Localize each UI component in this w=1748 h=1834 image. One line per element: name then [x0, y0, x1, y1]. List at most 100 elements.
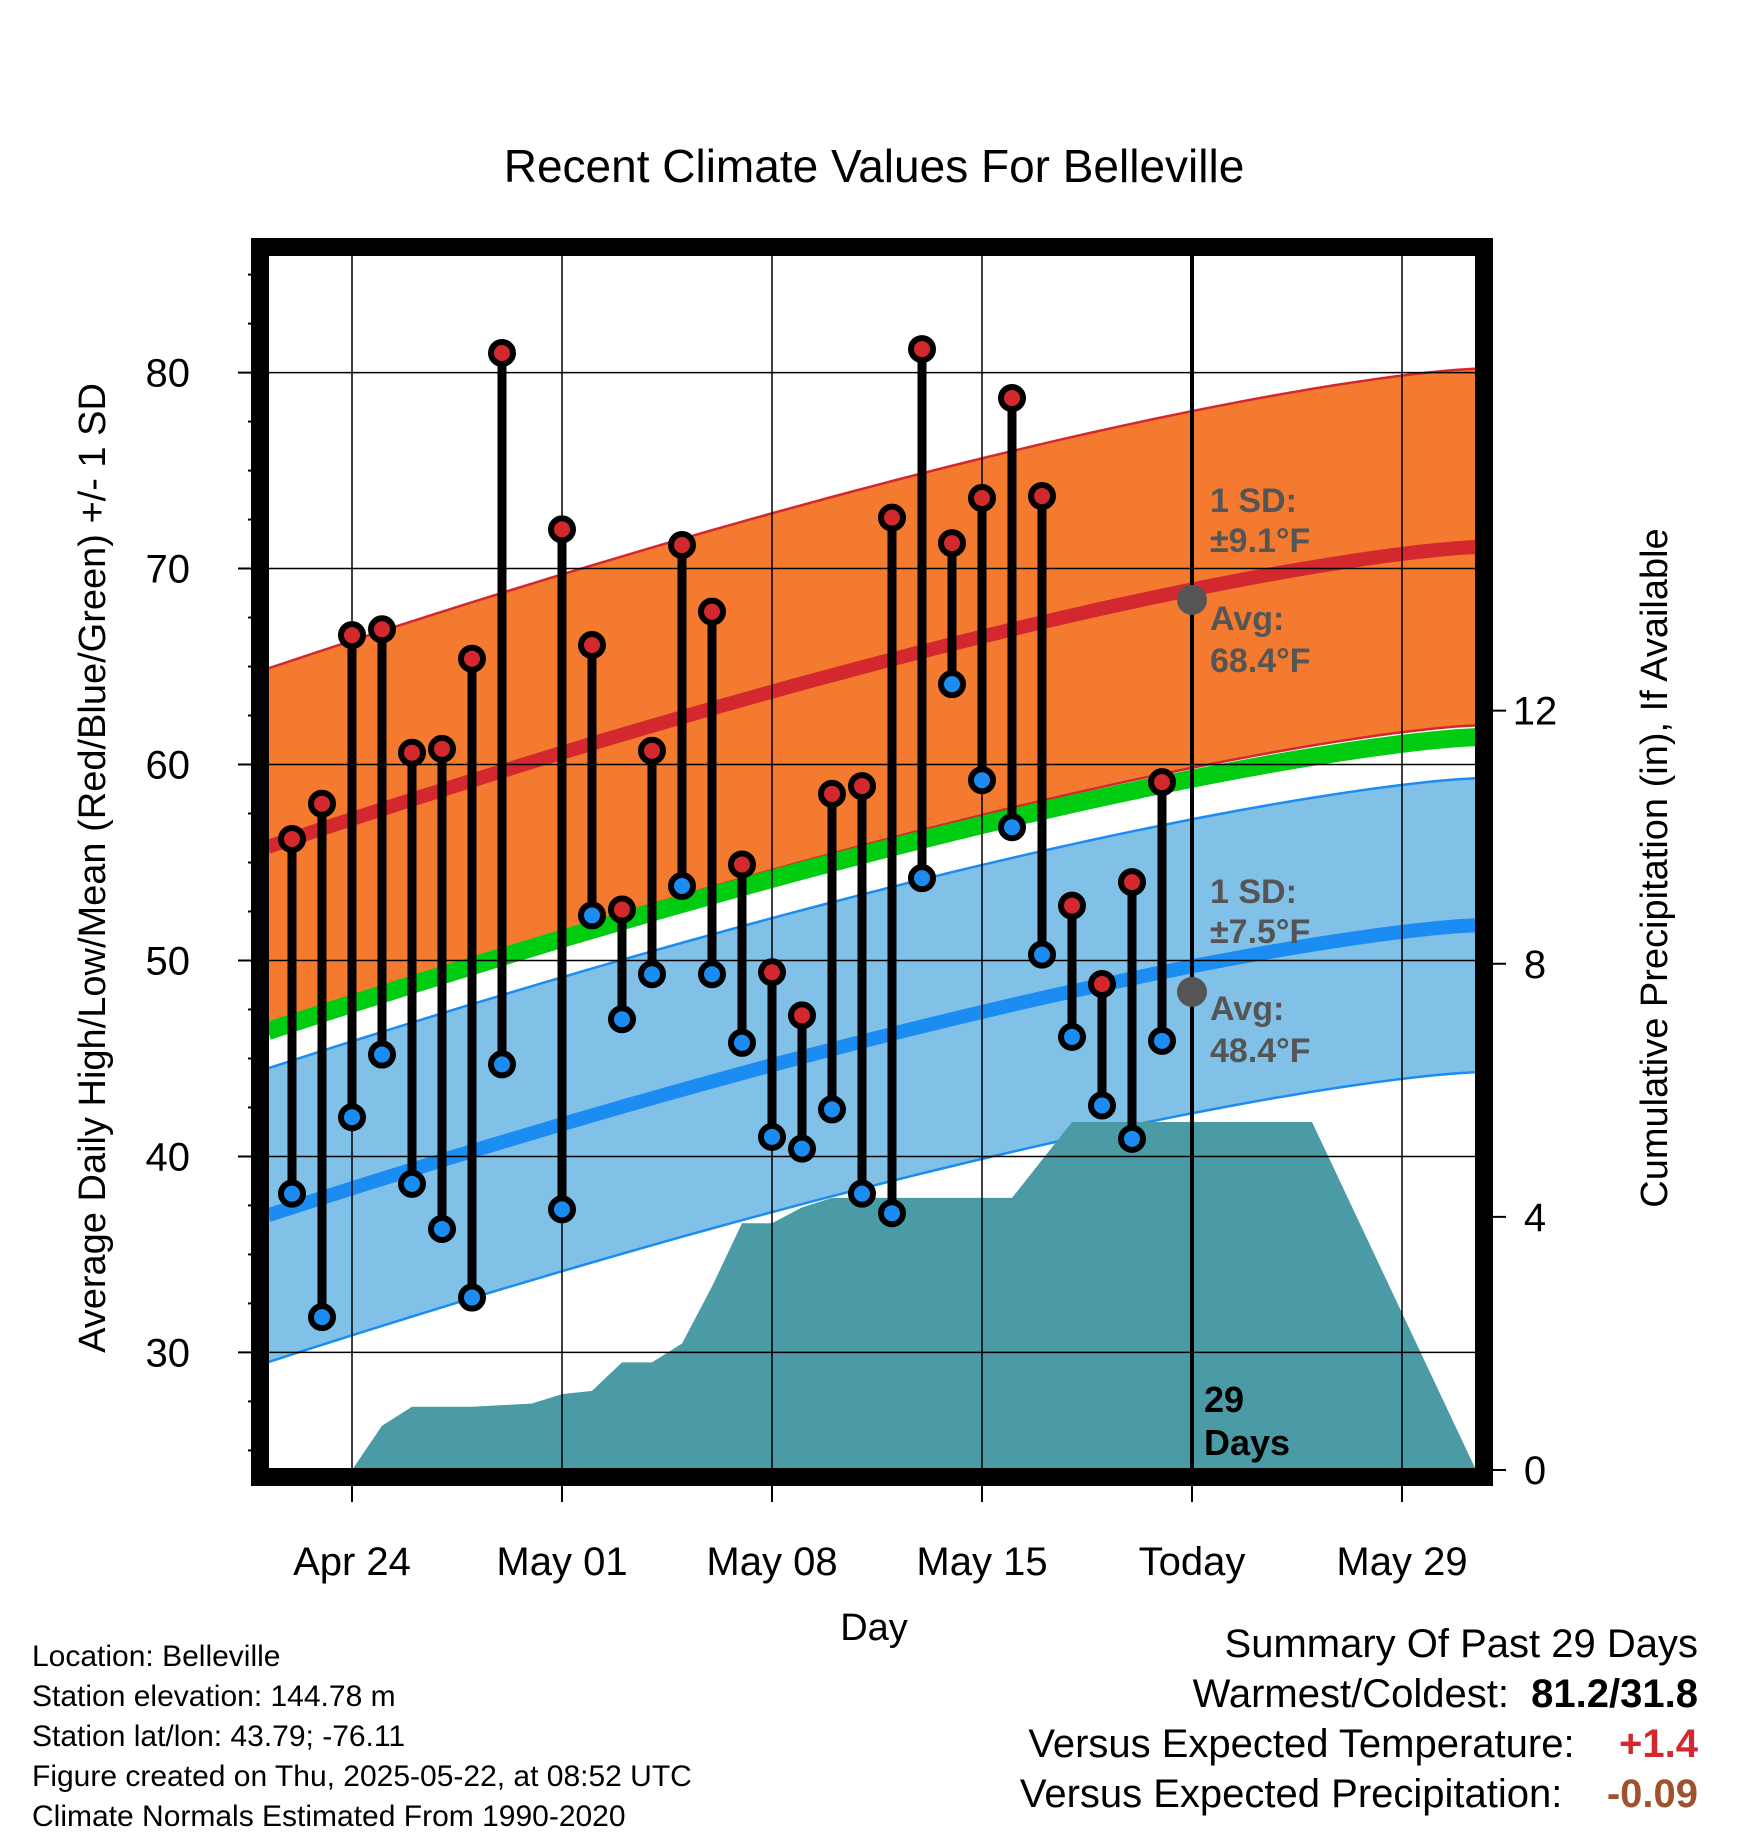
obs-high-dot [1058, 891, 1086, 920]
obs-low-dot [728, 1028, 756, 1057]
precip-area [262, 1121, 1476, 1470]
info-latlon: Station lat/lon: 43.79; -76.11 [32, 1720, 406, 1753]
plot-frame [251, 238, 1493, 1486]
obs-high-dot [338, 621, 366, 650]
obs-low-dot [1088, 1091, 1116, 1120]
x-tick-label: Apr 24 [293, 1540, 411, 1584]
obs-low-dot [578, 901, 606, 930]
obs-low-dot [968, 766, 996, 795]
obs-high-dot [728, 850, 756, 879]
temp-value: +1.4 [1619, 1722, 1698, 1766]
temp-label: Versus Expected Temperature: [1028, 1722, 1575, 1766]
obs-high-dot [878, 503, 906, 532]
summary-title: Summary Of Past 29 Days [1224, 1622, 1698, 1666]
obs-high-dot [308, 789, 336, 818]
obs-high-dot [668, 531, 696, 560]
obs-high-dot [548, 515, 576, 544]
obs-high-dot [698, 597, 726, 626]
precip-value: -0.09 [1606, 1772, 1698, 1816]
obs-high-dot [578, 630, 606, 659]
low-sd-value: ±7.5°F [1210, 913, 1310, 951]
x-tick-label: May 15 [916, 1540, 1047, 1584]
obs-high-dot [998, 384, 1026, 413]
obs-low-dot [278, 1179, 306, 1208]
obs-high-dot [278, 824, 306, 853]
y2-axis-label: Cumulative Precipitation (in), If Availa… [1634, 528, 1676, 1207]
x-tick-label: May 08 [706, 1540, 837, 1584]
obs-low-dot [668, 872, 696, 901]
obs-high-dot [1028, 482, 1056, 511]
x-tick-label: May 29 [1336, 1540, 1467, 1584]
obs-high-dot [848, 772, 876, 801]
y2-tick-label: 4 [1524, 1196, 1546, 1240]
x-tick-label: Today [1139, 1540, 1246, 1584]
obs-high-dot [818, 779, 846, 808]
info-normals: Climate Normals Estimated From 1990-2020 [32, 1800, 626, 1833]
obs-high-dot [968, 484, 996, 512]
obs-low-dot [1148, 1026, 1176, 1055]
days-count: 29 [1204, 1379, 1244, 1420]
chart-title: Recent Climate Values For Belleville [504, 140, 1245, 192]
obs-high-dot [638, 736, 666, 765]
obs-low-dot [488, 1050, 516, 1079]
obs-high-dot [608, 895, 636, 924]
obs-low-dot [368, 1040, 396, 1069]
obs-low-dot [608, 1005, 636, 1034]
obs-low-dot [338, 1103, 366, 1132]
obs-low-dot [1028, 940, 1056, 969]
y-tick-label: 40 [146, 1135, 191, 1179]
today-low-avg-marker [1177, 976, 1207, 1007]
obs-high-dot [398, 738, 426, 767]
obs-low-dot [998, 813, 1026, 842]
obs-high-dot [758, 958, 786, 987]
y2-tick-label: 0 [1524, 1449, 1546, 1493]
x-axis-label: Day [840, 1607, 908, 1649]
obs-low-dot [758, 1122, 786, 1151]
obs-low-dot [878, 1199, 906, 1228]
warm-cold-label: Warmest/Coldest: [1192, 1672, 1509, 1716]
y2-tick-label: 8 [1524, 943, 1546, 987]
high-sd-band-upper-edge [267, 367, 1477, 670]
obs-high-dot [428, 734, 456, 763]
summary-temp: Versus Expected Temperature: +1.4 [1028, 1722, 1698, 1767]
obs-low-dot [548, 1195, 576, 1224]
y-tick-label: 50 [146, 939, 191, 983]
y-tick-label: 70 [146, 548, 191, 592]
y-axis-label: Average Daily High/Low/Mean (Red/Blue/Gr… [72, 383, 114, 1353]
obs-low-dot [788, 1134, 816, 1163]
obs-high-dot [1118, 868, 1146, 897]
days-word: Days [1204, 1422, 1290, 1463]
high-sd-label: 1 SD: [1210, 482, 1297, 520]
low-avg-value: 48.4°F [1210, 1032, 1311, 1070]
obs-high-dot [458, 644, 486, 673]
obs-low-dot [848, 1179, 876, 1208]
obs-low-dot [1118, 1124, 1146, 1153]
low-sd-label: 1 SD: [1210, 873, 1297, 911]
summary-warm-cold: Warmest/Coldest: 81.2/31.8 [1193, 1672, 1698, 1717]
obs-high-dot [938, 529, 966, 558]
obs-high-dot [488, 338, 516, 367]
y2-tick-label: 12 [1513, 690, 1558, 734]
info-location: Location: Belleville [32, 1640, 281, 1673]
y-tick-label: 30 [146, 1331, 191, 1375]
obs-low-dot [1058, 1022, 1086, 1051]
info-elevation: Station elevation: 144.78 m [32, 1680, 396, 1713]
obs-low-dot [908, 864, 936, 893]
obs-low-dot [458, 1283, 486, 1312]
y-tick-label: 80 [146, 352, 191, 396]
high-avg-value: 68.4°F [1210, 642, 1311, 680]
obs-high-dot [368, 615, 396, 644]
high-sd-value: ±9.1°F [1210, 522, 1310, 560]
obs-low-dot [698, 960, 726, 989]
low-avg-label: Avg: [1210, 990, 1284, 1028]
high-avg-label: Avg: [1210, 600, 1284, 638]
warm-cold-value: 81.2/31.8 [1531, 1672, 1698, 1716]
precip-label: Versus Expected Precipitation: [1019, 1772, 1563, 1816]
obs-low-dot [308, 1303, 336, 1332]
obs-low-dot [938, 670, 966, 699]
obs-low-dot [638, 960, 666, 989]
y-tick-label: 60 [146, 744, 191, 788]
info-created: Figure created on Thu, 2025-05-22, at 08… [32, 1760, 692, 1793]
obs-high-dot [1088, 970, 1116, 998]
